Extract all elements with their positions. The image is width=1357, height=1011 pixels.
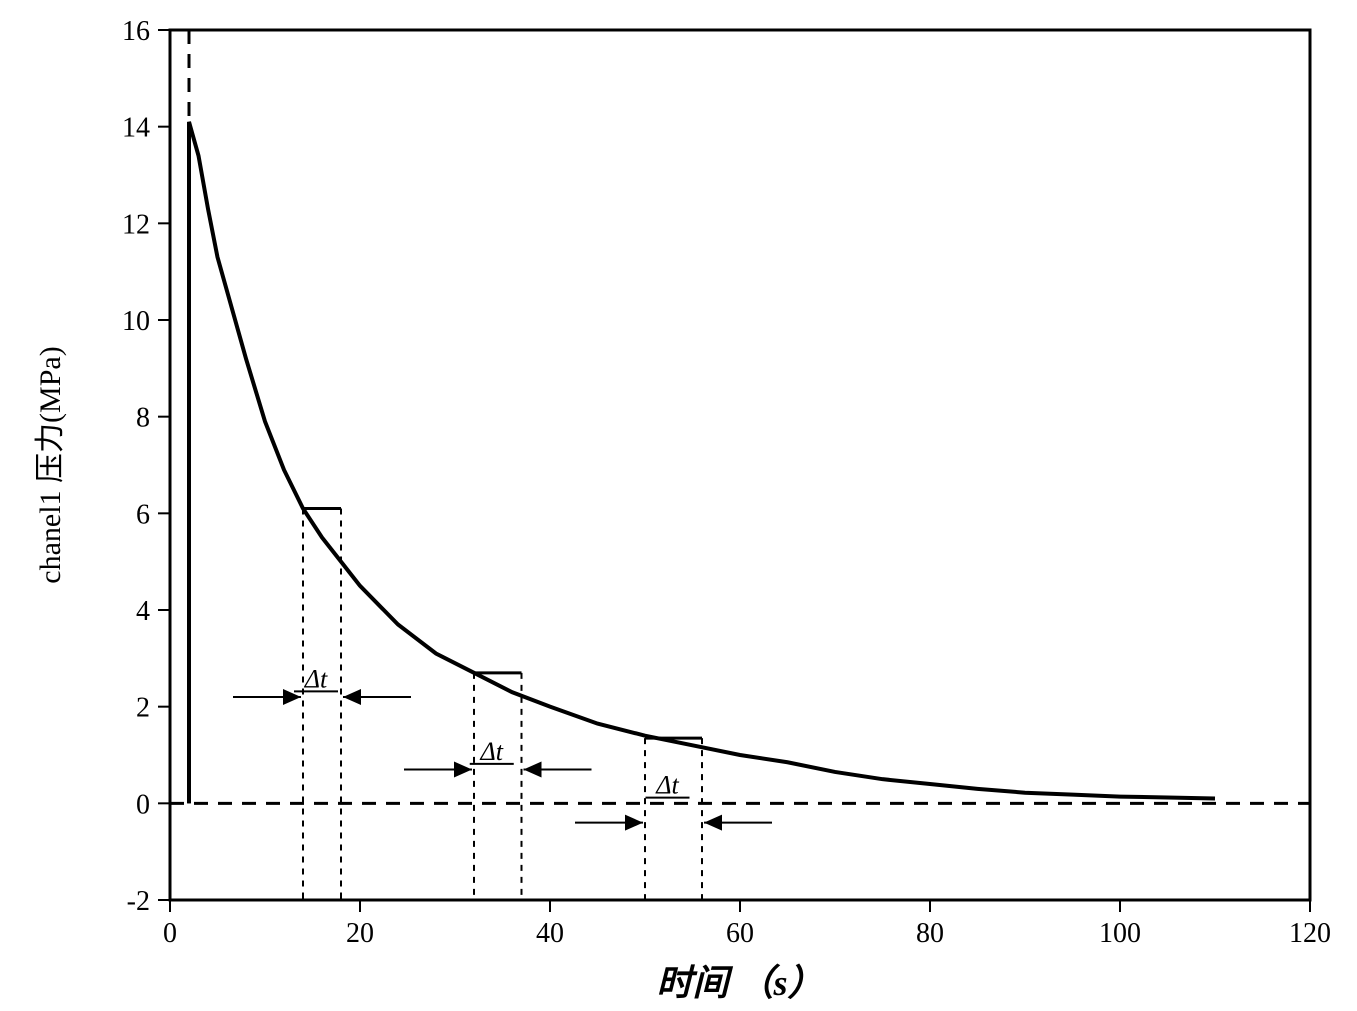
y-tick-label: 12 xyxy=(122,209,150,240)
x-tick-label: 80 xyxy=(916,918,944,949)
x-tick-label: 0 xyxy=(163,918,177,949)
y-tick-label: 6 xyxy=(136,499,150,530)
x-tick-label: 120 xyxy=(1289,918,1331,949)
dt-label: Δt xyxy=(655,771,679,800)
y-tick-label: 4 xyxy=(136,596,150,627)
dt-label: Δt xyxy=(304,664,328,693)
y-tick-label: 2 xyxy=(136,693,150,724)
dt-label: Δt xyxy=(480,737,504,766)
y-tick-label: -2 xyxy=(127,886,150,917)
x-tick-label: 20 xyxy=(346,918,374,949)
x-tick-label: 40 xyxy=(536,918,564,949)
y-tick-label: 16 xyxy=(122,16,150,47)
y-tick-label: 14 xyxy=(122,113,150,144)
x-tick-label: 100 xyxy=(1099,918,1141,949)
y-axis-title: chanel1 压力(MPa) xyxy=(34,346,67,583)
pressure-decay-chart: 0 20 40 60 80 100 120 -2 0 2 4 6 8 10 12 14 16 时间 （s） chan… xyxy=(0,0,1357,1011)
x-tick-label: 60 xyxy=(726,918,754,949)
x-axis-title: 时间 （s） xyxy=(656,963,823,1003)
pressure-decay-curve xyxy=(189,122,1215,804)
chart-svg: 0 20 40 60 80 100 120 -2 0 2 4 6 8 10 12 14 16 时间 （s） chan… xyxy=(0,0,1357,1011)
y-tick-label: 10 xyxy=(122,306,150,337)
y-tick-label: 0 xyxy=(136,789,150,820)
y-tick-label: 8 xyxy=(136,403,150,434)
